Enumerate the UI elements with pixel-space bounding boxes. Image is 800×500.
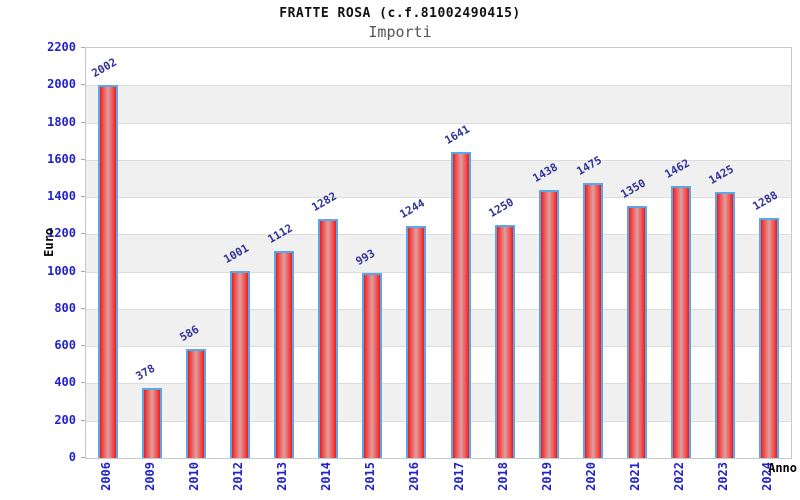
y-tick-label: 200: [54, 412, 76, 427]
gridline: [86, 383, 791, 385]
y-tick-label: 1200: [47, 226, 76, 241]
x-tick-label: 2022: [671, 462, 686, 491]
x-tick-label: 2019: [539, 462, 554, 491]
x-axis-title: Anno: [768, 461, 797, 475]
x-tick-label: 2020: [583, 462, 598, 491]
bar: [450, 152, 471, 458]
y-tick-mark: [81, 270, 85, 272]
gridline: [86, 346, 791, 348]
bar: [142, 387, 163, 458]
x-tick-label: 2015: [363, 462, 378, 491]
plot-area: 2002 378 586 1001 1112 1282 993 1244 1641 1250 143…: [85, 47, 792, 459]
bar: [318, 219, 339, 458]
bar: [186, 348, 207, 458]
bar: [670, 185, 691, 458]
grid-band: [86, 85, 791, 123]
y-tick-label: 400: [54, 375, 76, 390]
y-tick-mark: [81, 307, 85, 309]
x-tick-label: 2012: [231, 462, 246, 491]
y-tick-label: 0: [68, 450, 76, 464]
x-tick-label: 2017: [451, 462, 466, 491]
gridline: [86, 197, 791, 199]
bar: [714, 192, 735, 458]
x-tick-label: 2009: [143, 462, 158, 491]
y-tick-mark: [81, 84, 85, 86]
bar: [406, 226, 427, 458]
bar: [494, 225, 515, 458]
y-tick-mark: [81, 457, 85, 458]
y-tick-mark: [81, 419, 85, 421]
y-tick-mark: [81, 196, 85, 198]
y-tick-label: 1600: [47, 151, 76, 166]
y-tick-label: 2200: [47, 40, 76, 54]
bar: [274, 250, 295, 458]
bar: [98, 84, 119, 458]
bar: [538, 190, 559, 458]
bar: [582, 183, 603, 458]
y-tick-mark: [81, 233, 85, 235]
gridline: [86, 234, 791, 236]
y-tick-label: 1400: [47, 189, 76, 204]
bar: [758, 217, 779, 458]
y-tick-label: 600: [54, 338, 76, 353]
y-tick-label: 800: [54, 300, 76, 315]
gridline: [86, 271, 791, 273]
grid-band: [86, 122, 791, 160]
gridline: [86, 122, 791, 124]
x-tick-label: 2006: [99, 462, 114, 491]
gridline: [86, 420, 791, 422]
y-tick-label: 1000: [47, 263, 76, 278]
y-tick-mark: [81, 382, 85, 384]
x-tick-label: 2018: [495, 462, 510, 491]
y-axis-title: Euro: [42, 228, 56, 257]
x-tick-label: 2021: [627, 462, 642, 491]
chart-subtitle: Importi: [368, 23, 432, 41]
x-tick-label: 2023: [715, 462, 730, 491]
bar: [230, 271, 251, 458]
y-tick-label: 1800: [47, 114, 76, 129]
grid-band: [86, 48, 791, 86]
x-tick-label: 2014: [319, 462, 334, 491]
chart-title: FRATTE ROSA (c.f.81002490415): [279, 6, 521, 21]
y-axis: 0 200 400 600 800 1000 1200 1400 1600 1800 2000 220…: [0, 40, 85, 464]
y-tick-mark: [81, 158, 85, 160]
bar: [362, 272, 383, 458]
x-tick-label: 2016: [407, 462, 422, 491]
y-tick-label: 2000: [47, 77, 76, 92]
gridline: [86, 159, 791, 161]
y-tick-mark: [81, 121, 85, 123]
y-tick-mark: [81, 345, 85, 347]
x-tick-label: 2013: [275, 462, 290, 491]
bar: [626, 206, 647, 458]
x-axis: 2006 2009 2010 2012 2013 2014 2015 2016 2017 2018…: [85, 458, 790, 500]
gridline: [86, 85, 791, 87]
y-tick-mark: [81, 47, 85, 48]
x-tick-label: 2010: [187, 462, 202, 491]
gridline: [86, 308, 791, 310]
